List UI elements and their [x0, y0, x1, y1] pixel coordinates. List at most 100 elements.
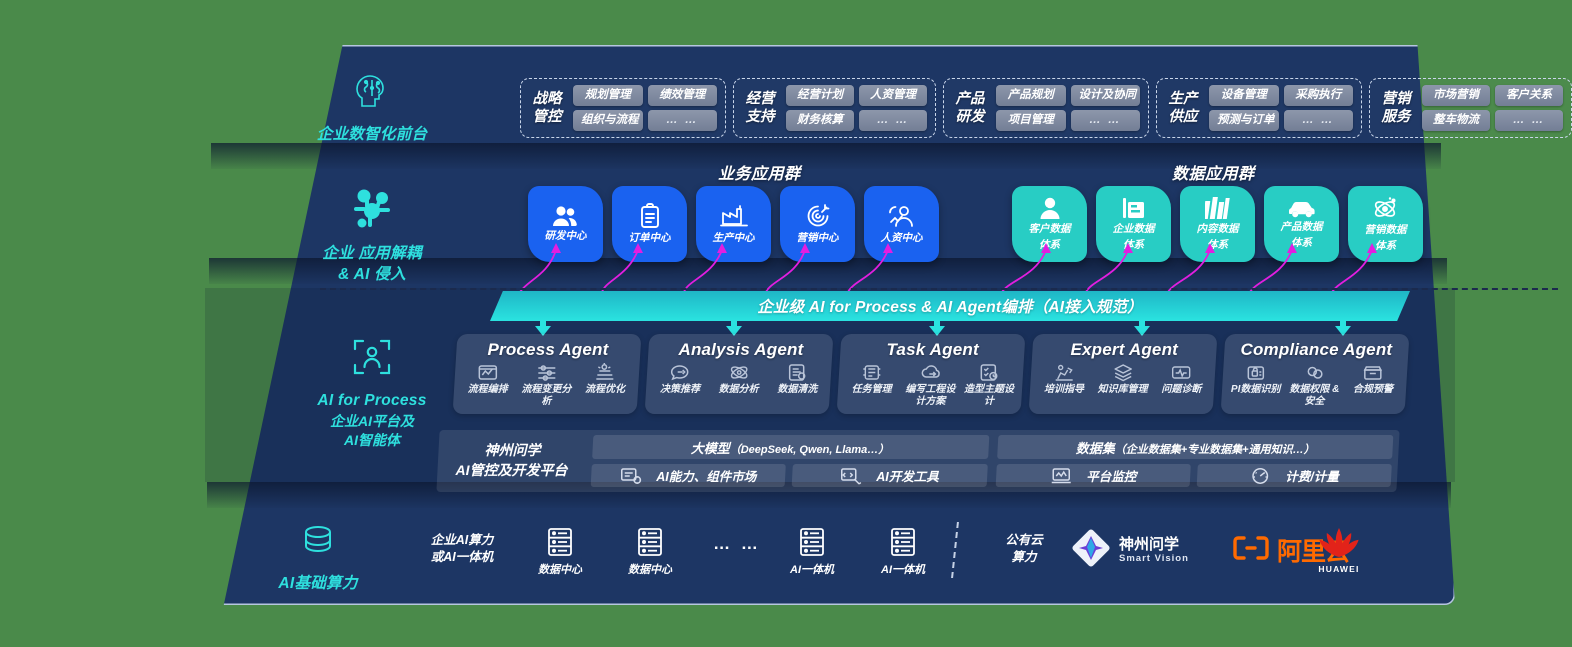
agent-feature[interactable]: 合规预警	[1346, 363, 1401, 407]
domain-cell[interactable]: 产品规划	[996, 85, 1066, 106]
tile-customer-data[interactable]: 客户数据 体系	[1012, 186, 1087, 262]
infra-node-ai-appliance-2[interactable]: AI一体机	[863, 526, 943, 578]
rail-item-decoupling[interactable]: 企业 应用解耦 & AI 侵入	[282, 185, 462, 286]
infra-node-datacenter-1[interactable]: 数据中心	[520, 526, 600, 578]
domain-cell[interactable]: 规划管理	[573, 85, 643, 106]
smart-vision-mark-icon	[1070, 527, 1112, 574]
agent-feature[interactable]: 数据分析	[711, 363, 766, 396]
tile-product-data[interactable]: 产品数据 体系	[1264, 186, 1339, 262]
platform-datasets-header[interactable]: 数据集（企业数据集+专业数据集+通用知识…）	[996, 435, 1394, 459]
agent-card-task[interactable]: Task Agent 任务管理 编写工程设计方案	[836, 334, 1026, 414]
tile-label: 内容数据	[1196, 223, 1239, 236]
domain-cell[interactable]: 人资管理	[859, 85, 927, 106]
domain-group-production-supply[interactable]: 生产 供应 设备管理 采购执行 预测与订单 … …	[1156, 78, 1362, 138]
rail-item-ai-for-process[interactable]: AI for Process 企业AI平台及 AI智能体	[282, 336, 462, 450]
agent-card-expert[interactable]: Expert Agent 培训指导 知识库管理	[1028, 334, 1218, 414]
infra-enterprise-compute[interactable]: 企业AI算力 或AI一体机	[397, 532, 527, 566]
agent-feature[interactable]: 流程编排	[460, 363, 515, 407]
agent-feature[interactable]: 流程变更分析	[519, 363, 574, 407]
rail-sublabel-ai-platform: 企业AI平台及	[330, 412, 414, 429]
agent-feature[interactable]: 决策推荐	[653, 363, 708, 396]
ai-platform-bar[interactable]: 神州问学 AI管控及开发平台 大模型（DeepSeek, Qwen, Llama…	[436, 430, 1400, 492]
domain-group-marketing-service[interactable]: 营销 服务 市场营销 客户关系 整车物流 … …	[1369, 78, 1572, 138]
domain-cell[interactable]: 设备管理	[1209, 85, 1279, 106]
domain-title-production-supply: 生产 供应	[1168, 90, 1198, 125]
tile-label: 体系	[1375, 239, 1396, 252]
tile-marketing-data[interactable]: 营销数据 体系	[1348, 186, 1423, 262]
clipboard-icon	[639, 203, 661, 229]
infra-label: 数据中心	[538, 564, 582, 576]
checklist-clock-icon	[978, 363, 999, 382]
platform-datasets-title: 数据集	[1075, 440, 1115, 456]
tile-label: 营销数据	[1364, 223, 1407, 236]
domain-group-product-rd[interactable]: 产品 研发 产品规划 设计及协同 项目管理 … …	[943, 78, 1149, 138]
platform-models-header[interactable]: 大模型（DeepSeek, Qwen, Llama…）	[592, 435, 989, 459]
domain-cell[interactable]: 项目管理	[996, 109, 1066, 131]
domain-cell-more[interactable]: … …	[1495, 109, 1563, 131]
infra-section-divider	[951, 522, 959, 578]
platform-button-billing[interactable]: 计费/计量	[1196, 464, 1392, 487]
domain-cell-more[interactable]: … …	[859, 109, 927, 131]
domain-cell[interactable]: 绩效管理	[647, 85, 717, 106]
domain-cell-more[interactable]: … …	[1070, 109, 1140, 131]
infra-node-datacenter-2[interactable]: 数据中心	[610, 526, 690, 578]
aliyun-bracket-icon	[1232, 535, 1272, 566]
shenzhou-wenxue-logo[interactable]: 神州问学 Smart Vision	[1070, 527, 1189, 574]
tile-enterprise-data[interactable]: 企业数据 体系	[1096, 186, 1171, 262]
platform-button-ai-market[interactable]: AI能力、组件市场	[590, 464, 787, 487]
domain-cell[interactable]: 组织与流程	[573, 109, 643, 131]
tile-rd-center[interactable]: 研发中心	[528, 186, 603, 262]
factory-icon	[719, 204, 748, 229]
domain-cell[interactable]: 预测与订单	[1209, 109, 1279, 131]
agent-feature[interactable]: 知识库管理	[1095, 363, 1150, 396]
domain-cell[interactable]: 整车物流	[1422, 109, 1490, 131]
platform-button-ai-devtools[interactable]: AI开发工具	[791, 464, 988, 487]
huawei-logo[interactable]: HUAWEI	[1310, 524, 1368, 574]
data-clean-icon	[787, 363, 808, 382]
agent-feature[interactable]: 编写工程设计方案	[903, 363, 958, 407]
agent-feature[interactable]: 任务管理	[844, 363, 899, 407]
ai-banner-label: 企业级 AI for Process & AI Agent编排（AI接入规范）	[757, 299, 1143, 316]
tile-label: 体系	[1291, 237, 1312, 249]
tile-marketing-center[interactable]: 营销中心	[780, 186, 855, 262]
agent-feature[interactable]: 培训指导	[1037, 363, 1092, 396]
rail-item-front-office[interactable]: 企业数智化前台	[282, 70, 462, 146]
infra-label: 数据中心	[628, 564, 672, 576]
server-icon	[772, 526, 852, 558]
domain-cell[interactable]: 采购执行	[1283, 85, 1353, 106]
domain-cell[interactable]: 客户关系	[1495, 85, 1563, 106]
agent-feature[interactable]: 问题诊断	[1154, 363, 1209, 396]
agent-card-process[interactable]: Process Agent 流程编排 流程变更分析	[452, 334, 642, 414]
domain-cell-more[interactable]: … …	[647, 109, 717, 131]
infra-public-cloud[interactable]: 公有云 算力	[974, 532, 1074, 566]
rail-sublabel-ai-agent: AI智能体	[344, 431, 400, 448]
domain-cell[interactable]: 市场营销	[1422, 85, 1490, 106]
domain-cell[interactable]: 财务核算	[786, 109, 854, 131]
tile-production-center[interactable]: 生产中心	[696, 186, 771, 262]
agent-card-compliance[interactable]: Compliance Agent PI数据识别 数据权限 & 安全	[1220, 334, 1410, 414]
person-scan-icon	[282, 336, 462, 383]
agent-feature[interactable]: 数据权限 & 安全	[1287, 363, 1342, 407]
domain-cell[interactable]: 经营计划	[786, 85, 854, 106]
tile-label: 人资中心	[880, 231, 923, 244]
agent-cards: Process Agent 流程编排 流程变更分析	[452, 334, 1410, 414]
gears-stack-icon	[594, 363, 615, 382]
tile-hr-center[interactable]: 人资中心	[864, 186, 939, 262]
domain-cell-more[interactable]: … …	[1283, 109, 1353, 131]
agent-feature[interactable]: 造型主题设计	[962, 363, 1017, 407]
agent-feature[interactable]: 数据清洗	[770, 363, 825, 396]
agent-feature[interactable]: 流程优化	[578, 363, 633, 407]
platform-button-monitoring[interactable]: 平台监控	[995, 464, 1191, 487]
domain-group-strategy[interactable]: 战略 管控 规划管理 绩效管理 组织与流程 … …	[520, 78, 726, 138]
speech-idea-icon	[670, 363, 691, 382]
agent-feature[interactable]: PI数据识别	[1228, 363, 1283, 407]
tile-content-data[interactable]: 内容数据 体系	[1180, 186, 1255, 262]
tile-order-center[interactable]: 订单中心	[612, 186, 687, 262]
domain-group-operations[interactable]: 经营 支持 经营计划 人资管理 财务核算 … …	[733, 78, 936, 138]
rail-item-ai-compute[interactable]: AI基础算力	[228, 521, 408, 595]
domain-cell[interactable]: 设计及协同	[1070, 85, 1140, 106]
platform-brand: 神州问学 AI管控及开发平台	[436, 430, 587, 492]
ai-orchestration-banner[interactable]: 企业级 AI for Process & AI Agent编排（AI接入规范）	[490, 291, 1410, 321]
agent-card-analysis[interactable]: Analysis Agent 决策推荐 数据分析	[644, 334, 834, 414]
infra-node-ai-appliance-1[interactable]: AI一体机	[772, 526, 852, 578]
